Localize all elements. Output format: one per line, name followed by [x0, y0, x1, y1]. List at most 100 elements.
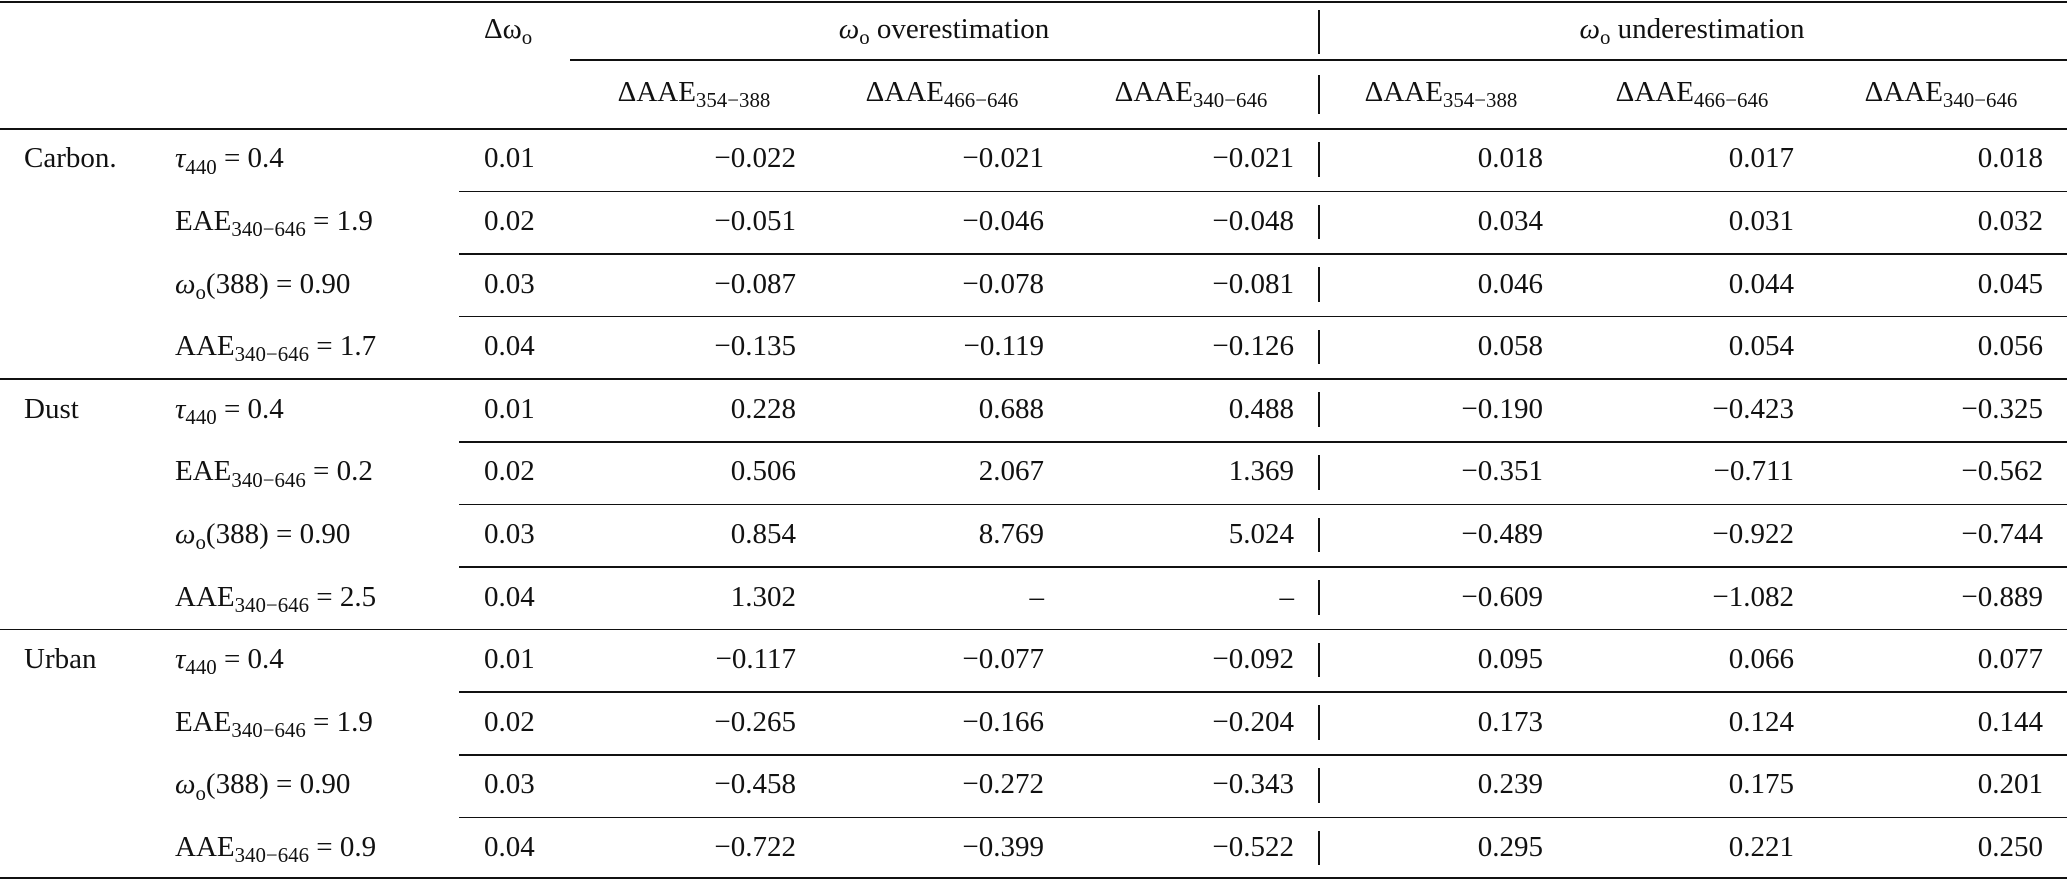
column-separator: [1318, 455, 1320, 490]
parameter-rest: = 0.4: [216, 643, 284, 676]
column-header: ΔAAE466−646: [1615, 76, 1769, 111]
cell-value: 0.488: [1228, 392, 1294, 425]
rule: [0, 628, 2067, 631]
parameter-rest: (388) = 0.90: [205, 768, 351, 801]
cell-value: 0.175: [1728, 768, 1794, 801]
cell-value: 0.688: [978, 392, 1044, 425]
cell-value: 0.058: [1477, 330, 1543, 363]
parameter-sub: 340−646: [231, 467, 306, 492]
group-header-sub: o: [1599, 25, 1611, 50]
cell-value: 0.034: [1477, 204, 1543, 237]
cell-value: −0.272: [962, 768, 1044, 801]
group-header: ωo overestimation: [838, 13, 1050, 48]
parameter-rest: = 0.2: [305, 455, 373, 488]
parameter-sub: 340−646: [234, 342, 310, 367]
cell-value: 0.017: [1728, 142, 1794, 175]
cell-value: −0.166: [962, 705, 1044, 738]
column-separator: [1318, 830, 1320, 866]
cell-value: 0.066: [1728, 643, 1794, 676]
column-separator: [1318, 392, 1320, 427]
parameter-base: ω: [175, 768, 196, 801]
cell-value: –: [1279, 580, 1295, 613]
cell-value: −0.117: [715, 643, 796, 676]
cell-value: −0.048: [1212, 204, 1294, 237]
group-header-rest: overestimation: [869, 13, 1050, 45]
cell-value: −0.021: [962, 142, 1044, 175]
delta-value: 0.02: [484, 705, 535, 738]
parameter-base: AAE: [175, 830, 235, 863]
column-header-sub: 340−646: [1192, 88, 1268, 113]
column-header-base: ΔAAE: [1114, 76, 1193, 108]
column-header: ΔAAE466−646: [866, 78, 1019, 111]
delta-value: 0.01: [484, 142, 535, 175]
cell-value: −0.092: [1212, 643, 1294, 676]
parameter-base: EAE: [175, 204, 232, 237]
cell-value: –: [1029, 580, 1045, 613]
cell-value: −0.922: [1712, 517, 1794, 550]
group-header-sub: o: [859, 25, 870, 50]
column-separator: [1318, 580, 1320, 615]
parameter-rest: = 0.4: [216, 142, 284, 175]
delta-value: 0.04: [484, 330, 535, 363]
column-header: ΔAAE340−646: [1865, 78, 2018, 111]
rule: [459, 691, 2067, 693]
column-separator: [1318, 329, 1320, 365]
cell-value: 1.369: [1228, 455, 1294, 488]
parameter-sub: o: [195, 530, 206, 555]
column-header-base: ΔAAE: [617, 76, 696, 108]
cell-value: −0.562: [1961, 455, 2043, 488]
cell-value: 0.854: [730, 517, 796, 550]
rule: [570, 59, 2067, 61]
cell-value: −0.711: [1713, 455, 1794, 488]
cell-value: −0.190: [1461, 392, 1543, 425]
cell-value: −0.744: [1961, 517, 2043, 550]
cell-value: 0.173: [1477, 705, 1543, 738]
column-header: ΔAAE354−388: [617, 76, 771, 111]
parameter: ωo(388) = 0.90: [175, 768, 351, 803]
column-header-base: ΔAAE: [1615, 76, 1694, 108]
column-header-sub: 340−646: [1942, 88, 2018, 113]
cell-value: −0.325: [1961, 392, 2043, 425]
rule: [459, 566, 2067, 568]
parameter-sub: 340−646: [234, 592, 310, 617]
column-separator: [1318, 642, 1320, 678]
rule: [459, 315, 2067, 318]
parameter-sub: o: [195, 780, 206, 805]
cell-value: 0.250: [1977, 830, 2043, 863]
cell-value: −0.119: [963, 330, 1044, 363]
parameter-base: τ: [175, 142, 186, 175]
cell-value: 0.018: [1977, 142, 2043, 175]
parameter-sub: 340−646: [231, 217, 306, 242]
group-header: ωo underestimation: [1579, 13, 1805, 48]
rule: [0, 378, 2067, 380]
parameter-rest: = 1.9: [305, 705, 373, 738]
rule: [459, 253, 2067, 255]
cell-value: −0.046: [962, 204, 1044, 237]
rule: [459, 441, 2067, 443]
group-name: Dust: [24, 392, 79, 425]
cell-value: 0.046: [1477, 267, 1543, 300]
column-separator: [1318, 10, 1320, 54]
cell-value: −0.423: [1712, 392, 1794, 425]
parameter-rest: (388) = 0.90: [205, 517, 351, 550]
cell-value: −0.204: [1212, 705, 1294, 738]
parameter: EAE340−646 = 1.9: [175, 204, 373, 239]
cell-value: 0.095: [1477, 643, 1543, 676]
cell-value: 0.228: [730, 392, 796, 425]
column-separator: [1318, 705, 1320, 740]
delta-value: 0.02: [484, 204, 535, 237]
column-header-sub: 466−646: [1693, 88, 1769, 113]
parameter: EAE340−646 = 1.9: [175, 705, 373, 740]
cell-value: 0.144: [1977, 705, 2043, 738]
column-separator: [1318, 142, 1320, 177]
group-header-rest: underestimation: [1610, 13, 1805, 45]
cell-value: −0.077: [962, 643, 1044, 676]
column-header: ΔAAE340−646: [1114, 76, 1268, 111]
parameter: τ440 = 0.4: [175, 643, 284, 678]
parameter-sub: o: [195, 279, 206, 304]
parameter: AAE340−646 = 0.9: [175, 830, 376, 865]
parameter-sub: 340−646: [234, 843, 310, 868]
column-separator: [1318, 517, 1320, 553]
group-header-base: ω: [838, 13, 860, 45]
cell-value: −1.082: [1712, 580, 1794, 613]
